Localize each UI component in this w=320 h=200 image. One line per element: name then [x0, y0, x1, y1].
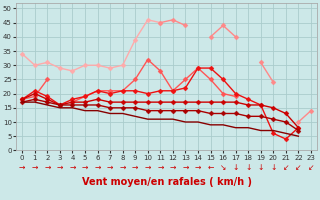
Text: ↓: ↓ — [232, 163, 239, 172]
Text: →: → — [82, 163, 88, 172]
Text: →: → — [19, 163, 25, 172]
Text: ↓: ↓ — [258, 163, 264, 172]
Text: ↓: ↓ — [245, 163, 252, 172]
Text: ←: ← — [207, 163, 214, 172]
Text: ↙: ↙ — [283, 163, 289, 172]
Text: →: → — [69, 163, 76, 172]
Text: →: → — [32, 163, 38, 172]
Text: →: → — [170, 163, 176, 172]
Text: ↓: ↓ — [270, 163, 276, 172]
Text: →: → — [182, 163, 188, 172]
Text: ↘: ↘ — [220, 163, 226, 172]
Text: →: → — [195, 163, 201, 172]
Text: ↙: ↙ — [295, 163, 301, 172]
Text: →: → — [44, 163, 51, 172]
Text: →: → — [145, 163, 151, 172]
Text: →: → — [132, 163, 138, 172]
Text: →: → — [94, 163, 101, 172]
Text: →: → — [119, 163, 126, 172]
Text: →: → — [57, 163, 63, 172]
Text: →: → — [157, 163, 164, 172]
X-axis label: Vent moyen/en rafales ( km/h ): Vent moyen/en rafales ( km/h ) — [82, 177, 252, 187]
Text: →: → — [107, 163, 113, 172]
Text: ↙: ↙ — [308, 163, 314, 172]
